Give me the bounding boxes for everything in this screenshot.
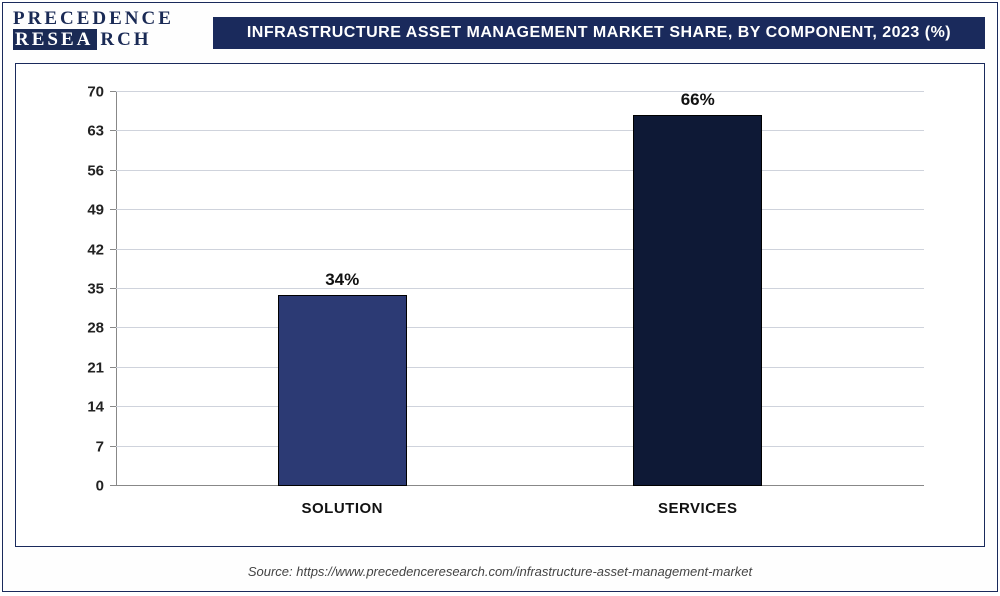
logo-line2: RESEA RCH — [13, 29, 174, 50]
y-tick-label: 42 — [87, 241, 116, 258]
bar-value-label: 66% — [681, 90, 715, 116]
source-citation: Source: https://www.precedenceresearch.c… — [3, 564, 997, 579]
y-tick-label: 0 — [96, 478, 116, 495]
y-tick-label: 28 — [87, 320, 116, 337]
chart-title: INFRASTRUCTURE ASSET MANAGEMENT MARKET S… — [247, 24, 951, 42]
y-tick-label: 35 — [87, 281, 116, 298]
category-label: SOLUTION — [301, 486, 383, 517]
y-tick-label: 70 — [87, 84, 116, 101]
bar-solution: 34% — [278, 295, 407, 486]
chart-title-bar: INFRASTRUCTURE ASSET MANAGEMENT MARKET S… — [213, 17, 985, 49]
brand-logo: PRECEDENCE RESEA RCH — [13, 9, 174, 50]
y-tick-label: 7 — [96, 438, 116, 455]
grid-line — [116, 367, 924, 368]
grid-line — [116, 170, 924, 171]
y-axis-line — [116, 92, 117, 486]
bar-value-label: 34% — [325, 270, 359, 296]
grid-line — [116, 446, 924, 447]
chart-area: 0714212835424956637034%SOLUTION66%SERVIC… — [116, 92, 924, 486]
grid-line — [116, 249, 924, 250]
y-tick-label: 56 — [87, 162, 116, 179]
y-tick-label: 63 — [87, 123, 116, 140]
outer-frame: PRECEDENCE RESEA RCH INFRASTRUCTURE ASSE… — [2, 2, 998, 592]
grid-line — [116, 130, 924, 131]
y-tick-label: 21 — [87, 359, 116, 376]
bar-services: 66% — [633, 115, 762, 486]
logo-line2b: RCH — [97, 29, 151, 50]
y-tick-label: 49 — [87, 202, 116, 219]
x-axis-line — [116, 485, 924, 486]
grid-line — [116, 288, 924, 289]
grid-line — [116, 209, 924, 210]
logo-line2a: RESEA — [13, 29, 97, 50]
y-tick-label: 14 — [87, 399, 116, 416]
grid-line — [116, 406, 924, 407]
grid-line — [116, 91, 924, 92]
category-label: SERVICES — [658, 486, 738, 517]
logo-line1: PRECEDENCE — [13, 9, 174, 28]
grid-line — [116, 327, 924, 328]
plot-frame: 0714212835424956637034%SOLUTION66%SERVIC… — [15, 63, 985, 547]
